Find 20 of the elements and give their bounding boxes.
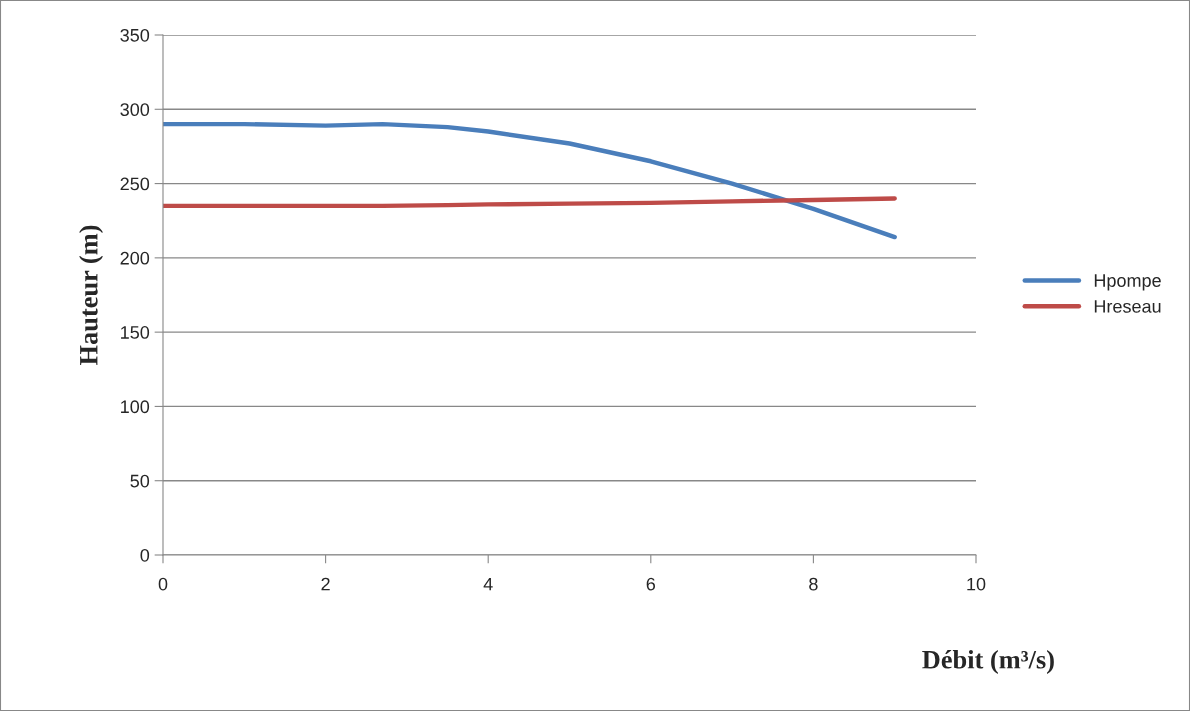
- y-tick-label: 300: [120, 103, 150, 117]
- x-tick-label: 10: [967, 577, 986, 591]
- y-tick-label: 50: [130, 474, 150, 488]
- x-tick-label: 2: [321, 577, 330, 591]
- legend-label: Hpompe: [1094, 274, 1161, 291]
- line-series: [163, 196, 897, 209]
- y-tick-label: 200: [120, 251, 150, 265]
- y-tick-label: 250: [120, 177, 150, 191]
- y-tick-label: 0: [140, 548, 150, 562]
- x-tick-label: 6: [646, 577, 656, 591]
- x-tick-label: 8: [809, 577, 818, 591]
- y-tick-label: 150: [121, 326, 150, 339]
- line-series: [163, 121, 897, 240]
- x-tick-label: 4: [483, 577, 493, 591]
- y-axis-title: Hauteur (m): [79, 225, 104, 366]
- y-tick-label: 350: [120, 28, 150, 42]
- legend-label: Hreseau: [1094, 300, 1161, 313]
- x-axis-title: Débit (m³/s): [922, 650, 1054, 674]
- x-tick-label: 0: [158, 577, 168, 591]
- y-tick-label: 100: [121, 400, 150, 414]
